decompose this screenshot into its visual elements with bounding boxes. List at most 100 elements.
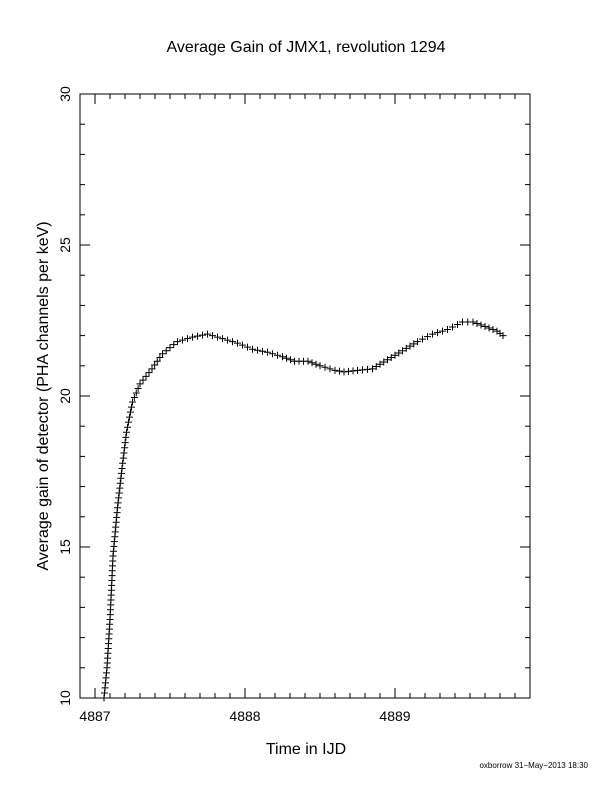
chart-title: Average Gain of JMX1, revolution 1294 <box>167 39 446 56</box>
data-point <box>114 504 121 512</box>
data-point <box>254 346 261 354</box>
y-tick-label: 20 <box>57 388 73 404</box>
data-point <box>126 413 133 421</box>
data-point <box>391 351 399 359</box>
data-point <box>489 326 497 334</box>
y-tick-label: 30 <box>57 86 73 102</box>
data-point <box>473 320 481 328</box>
data-point <box>372 363 380 371</box>
data-point <box>434 329 441 337</box>
data-point <box>269 350 276 358</box>
data-point <box>117 469 125 477</box>
data-point <box>145 369 153 377</box>
data-point <box>279 353 286 361</box>
data-point <box>384 356 391 364</box>
data-point <box>364 365 371 373</box>
data-point <box>316 362 324 370</box>
data-point <box>287 356 294 364</box>
data-point <box>130 394 138 402</box>
data-point <box>331 366 339 374</box>
data-point <box>119 454 127 462</box>
axis-ticks <box>79 93 531 699</box>
y-axis-label: Average gain of detector (PHA channels p… <box>35 221 52 570</box>
y-tick-label: 25 <box>57 237 73 253</box>
data-point <box>399 347 406 355</box>
data-point <box>369 365 376 373</box>
x-axis-label: Time in IJD <box>266 741 346 758</box>
data-point <box>439 327 446 335</box>
data-point <box>121 439 129 447</box>
data-point <box>249 345 256 353</box>
data-point <box>184 335 191 343</box>
data-point <box>485 324 493 332</box>
data-point <box>166 344 174 352</box>
data-point <box>129 398 136 406</box>
data-point <box>139 376 147 384</box>
data-point <box>444 326 451 334</box>
y-tick-label: 10 <box>57 690 73 706</box>
data-point <box>121 444 129 452</box>
data-point <box>151 361 159 369</box>
data-point <box>234 339 241 347</box>
data-point <box>209 332 216 340</box>
data-point <box>142 372 150 380</box>
data-point <box>499 332 507 340</box>
data-point <box>219 335 226 343</box>
data-point <box>244 343 251 351</box>
data-point <box>304 357 312 365</box>
footer-credit: oxborrow 31−May−2013 18:30 <box>479 761 588 770</box>
data-point <box>170 341 178 349</box>
x-tick-label: 4888 <box>229 708 260 724</box>
data-point <box>387 353 395 361</box>
data-point <box>380 358 388 366</box>
data-point <box>340 368 348 376</box>
data-point <box>189 333 196 341</box>
data-point <box>429 330 436 338</box>
data-point <box>174 338 181 346</box>
data-point <box>153 357 161 365</box>
data-point <box>123 428 130 436</box>
data-point <box>481 323 489 331</box>
data-point <box>118 464 126 472</box>
data-point <box>199 331 206 339</box>
y-tick-label: 15 <box>57 539 73 555</box>
data-point <box>136 380 144 388</box>
data-point <box>117 474 125 482</box>
data-point <box>204 330 211 338</box>
data-point <box>122 433 130 441</box>
data-point <box>120 449 128 457</box>
axis-tick-labels: 10 15 20 25 30 4887 4888 4889 <box>57 86 411 724</box>
data-point <box>410 340 418 348</box>
data-point <box>321 363 329 371</box>
data-point <box>454 321 461 329</box>
data-point <box>283 354 290 362</box>
data-point <box>264 348 271 356</box>
data-point <box>116 484 124 492</box>
data-point <box>359 366 366 374</box>
data-point <box>115 494 123 502</box>
data-point <box>127 408 134 416</box>
x-tick-label: 4887 <box>79 708 110 724</box>
data-point <box>124 423 131 431</box>
data-point <box>259 347 266 355</box>
data-point <box>134 384 142 392</box>
data-point <box>449 323 456 331</box>
data-point <box>224 336 231 344</box>
data-point <box>194 332 201 340</box>
data-point <box>214 333 221 341</box>
data-point <box>354 366 361 374</box>
data-point <box>115 489 123 497</box>
data-point <box>419 335 426 343</box>
data-point <box>469 318 477 326</box>
data-point <box>326 365 334 373</box>
data-point <box>148 365 156 373</box>
data-point <box>349 367 357 375</box>
data-point <box>414 338 421 346</box>
data-point <box>312 360 320 368</box>
data-point <box>336 367 343 375</box>
data-point <box>179 336 186 344</box>
data-point <box>114 499 122 507</box>
data-point <box>402 344 410 352</box>
data-point <box>125 418 132 426</box>
